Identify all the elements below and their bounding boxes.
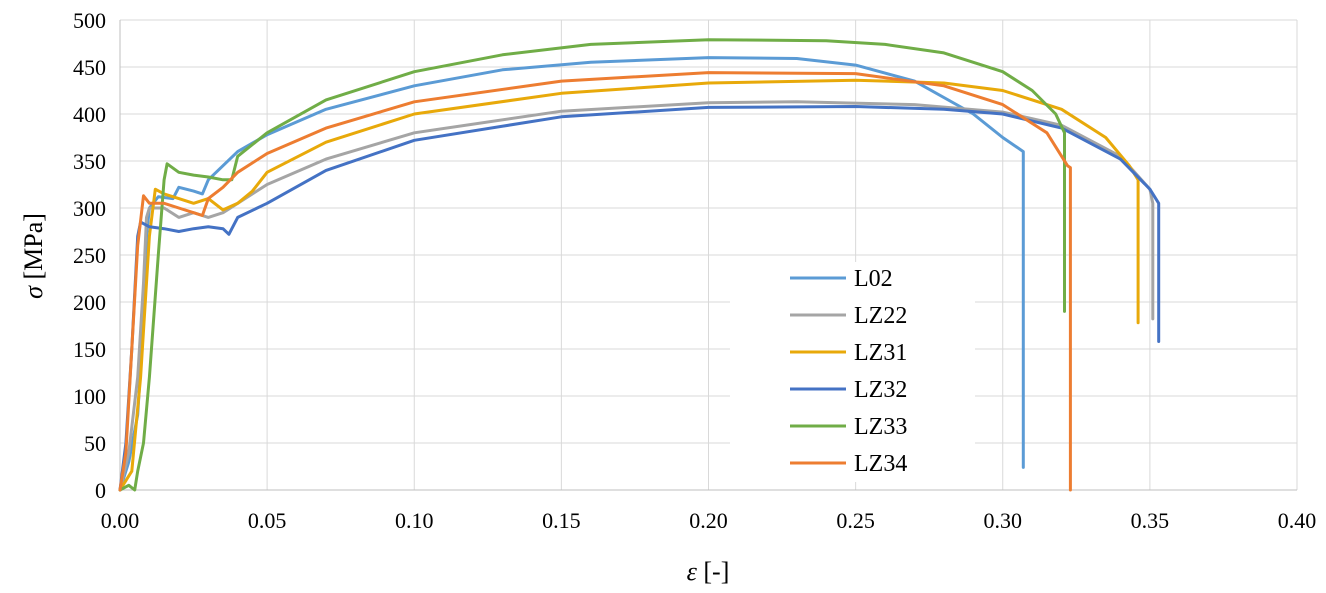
x-axis-unit: [-] [697, 557, 729, 586]
x-axis-title: ε [-] [687, 557, 730, 586]
tick-labels: 0 50 100 150 200 250 300 350 400 450 500 0.00 0.05 0.… [73, 8, 1316, 533]
y-tick-label: 300 [73, 196, 106, 221]
legend-label-lz33: LZ33 [854, 414, 907, 440]
y-tick-label: 400 [73, 102, 106, 127]
series-line-lz31 [118, 78, 1140, 492]
y-tick-label: 450 [73, 55, 106, 80]
axes [119, 20, 1297, 491]
y-axis-unit: [MPa] [19, 213, 48, 286]
legend-box [730, 262, 975, 482]
x-tick-label: 0.20 [689, 508, 728, 533]
y-tick-label: 350 [73, 149, 106, 174]
y-tick-label: 200 [73, 290, 106, 315]
series-line-lz34 [118, 71, 1072, 492]
y-tick-label: 0 [95, 478, 106, 503]
y-tick-label: 500 [73, 8, 106, 33]
y-axis-title: σ [MPa] [19, 213, 48, 299]
y-axis-symbol: σ [19, 285, 48, 299]
legend: L02 LZ22 LZ31 LZ32 LZ33 LZ34 [790, 266, 907, 477]
series-line-lz22 [118, 100, 1155, 492]
legend-label-lz22: LZ22 [854, 303, 907, 329]
x-tick-label: 0.10 [395, 508, 434, 533]
series-line-lz33 [118, 38, 1066, 492]
x-tick-label: 0.25 [836, 508, 875, 533]
x-tick-label: 0.30 [984, 508, 1023, 533]
x-tick-label: 0.35 [1131, 508, 1170, 533]
x-tick-label: 0.00 [101, 508, 140, 533]
series-line-lz32 [118, 105, 1161, 492]
gridlines [120, 19, 1298, 490]
series-layer [118, 38, 1161, 492]
x-tick-label: 0.05 [248, 508, 287, 533]
legend-label-lz34: LZ34 [854, 451, 907, 477]
legend-label-lz31: LZ31 [854, 340, 907, 366]
x-axis-symbol: ε [687, 557, 698, 586]
x-tick-label: 0.40 [1278, 508, 1317, 533]
y-tick-label: 250 [73, 243, 106, 268]
legend-label-l02: L02 [854, 266, 893, 292]
legend-label-lz32: LZ32 [854, 377, 907, 403]
y-tick-label: 50 [84, 431, 106, 456]
y-tick-label: 100 [73, 384, 106, 409]
y-tick-label: 150 [73, 337, 106, 362]
x-tick-label: 0.15 [542, 508, 581, 533]
